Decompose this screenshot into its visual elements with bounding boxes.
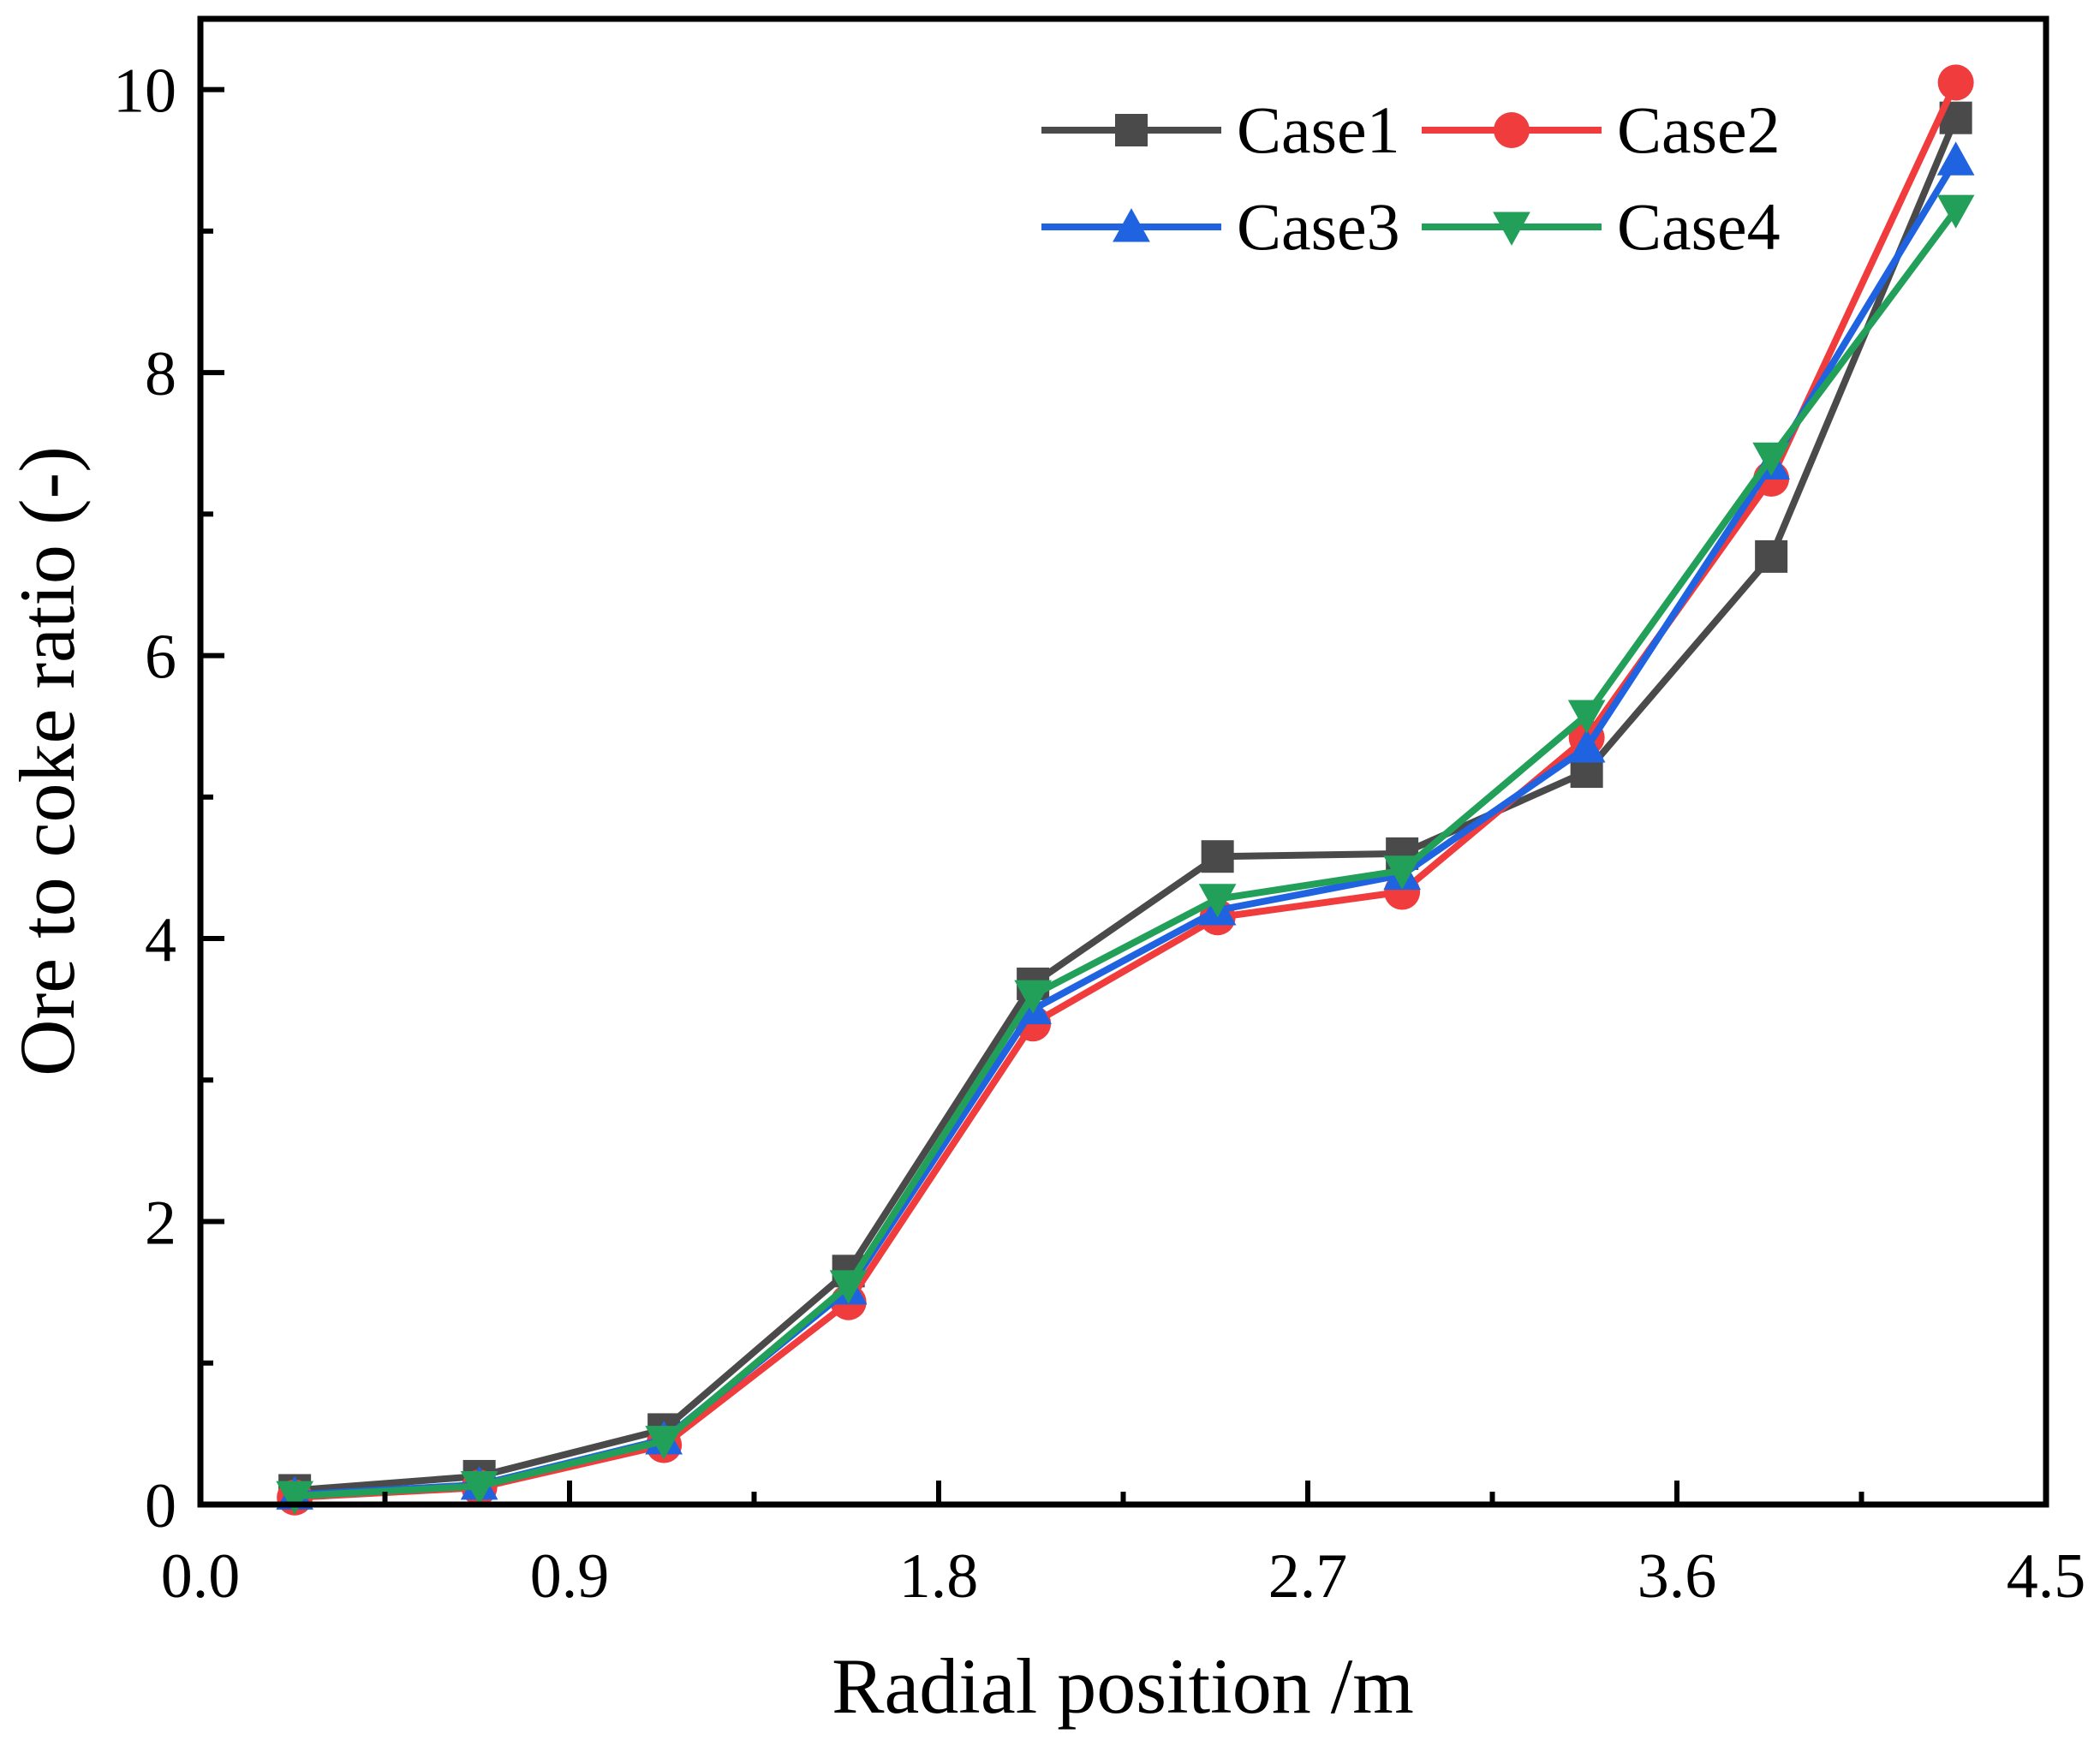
axis-ticks: 0.0 0.9 1.8 2.7 3.6 4.5 0 2 4 6 8 10 <box>113 57 2085 1612</box>
legend-marker-case3 <box>1113 208 1150 242</box>
data-point-case4 <box>276 1481 313 1515</box>
legend-label: Case4 <box>1617 189 1781 264</box>
data-point-case4 <box>1752 442 1790 477</box>
data-point-case4 <box>1936 194 1975 229</box>
data-point-case4 <box>645 1426 683 1460</box>
series-case4 <box>276 194 1975 1515</box>
legend-item-case2: Case2 <box>1422 92 1781 167</box>
y-tick-label: 0 <box>145 1471 176 1541</box>
y-tick-label: 10 <box>113 57 176 127</box>
y-tick-label: 8 <box>145 339 176 409</box>
x-tick-label: 3.6 <box>1638 1541 1717 1612</box>
series-case1 <box>278 101 1972 1507</box>
y-axis-title: Ore to coke ratio (-) <box>3 446 91 1076</box>
data-point-case4 <box>1198 884 1237 918</box>
legend-item-case3: Case3 <box>1041 189 1400 264</box>
y-tick-label: 2 <box>145 1189 176 1259</box>
x-tick-label: 2.7 <box>1268 1541 1348 1612</box>
data-point-case4 <box>1567 700 1606 734</box>
x-tick-label: 1.8 <box>899 1541 979 1612</box>
y-tick-label: 6 <box>145 623 176 693</box>
legend-marker-case1 <box>1115 114 1148 146</box>
series-line-case2 <box>294 80 1960 1501</box>
x-axis-title: Radial position /m <box>832 1642 1414 1730</box>
data-point-case2 <box>1937 64 1974 101</box>
data-point-case1 <box>1755 539 1788 573</box>
legend-label: Case2 <box>1617 92 1781 167</box>
x-tick-label: 0.0 <box>161 1541 241 1612</box>
series-case2 <box>277 64 1974 1516</box>
legend-label: Case3 <box>1237 189 1400 264</box>
y-tick-label: 4 <box>145 905 176 975</box>
series-line-case1 <box>294 116 1960 1494</box>
legend: Case1 Case2 Case3 Case4 <box>1041 92 1781 264</box>
legend-label: Case1 <box>1237 92 1400 167</box>
data-point-case4 <box>460 1471 498 1505</box>
x-tick-label: 4.5 <box>2007 1541 2086 1612</box>
data-point-case4 <box>1383 855 1421 890</box>
legend-marker-case4 <box>1493 212 1530 246</box>
data-point-case4 <box>829 1270 868 1304</box>
data-point-case3 <box>1936 141 1975 176</box>
series-layer <box>276 64 1975 1516</box>
data-point-case4 <box>1014 980 1052 1014</box>
legend-marker-case2 <box>1494 112 1530 148</box>
legend-item-case4: Case4 <box>1422 189 1781 264</box>
x-tick-label: 0.9 <box>530 1541 610 1612</box>
data-point-case3 <box>1567 729 1606 763</box>
series-line-case4 <box>294 207 1959 1500</box>
series-line-case3 <box>294 158 1960 1499</box>
series-case3 <box>276 141 1975 1510</box>
data-point-case1 <box>1201 840 1234 873</box>
legend-item-case1: Case1 <box>1041 92 1400 167</box>
